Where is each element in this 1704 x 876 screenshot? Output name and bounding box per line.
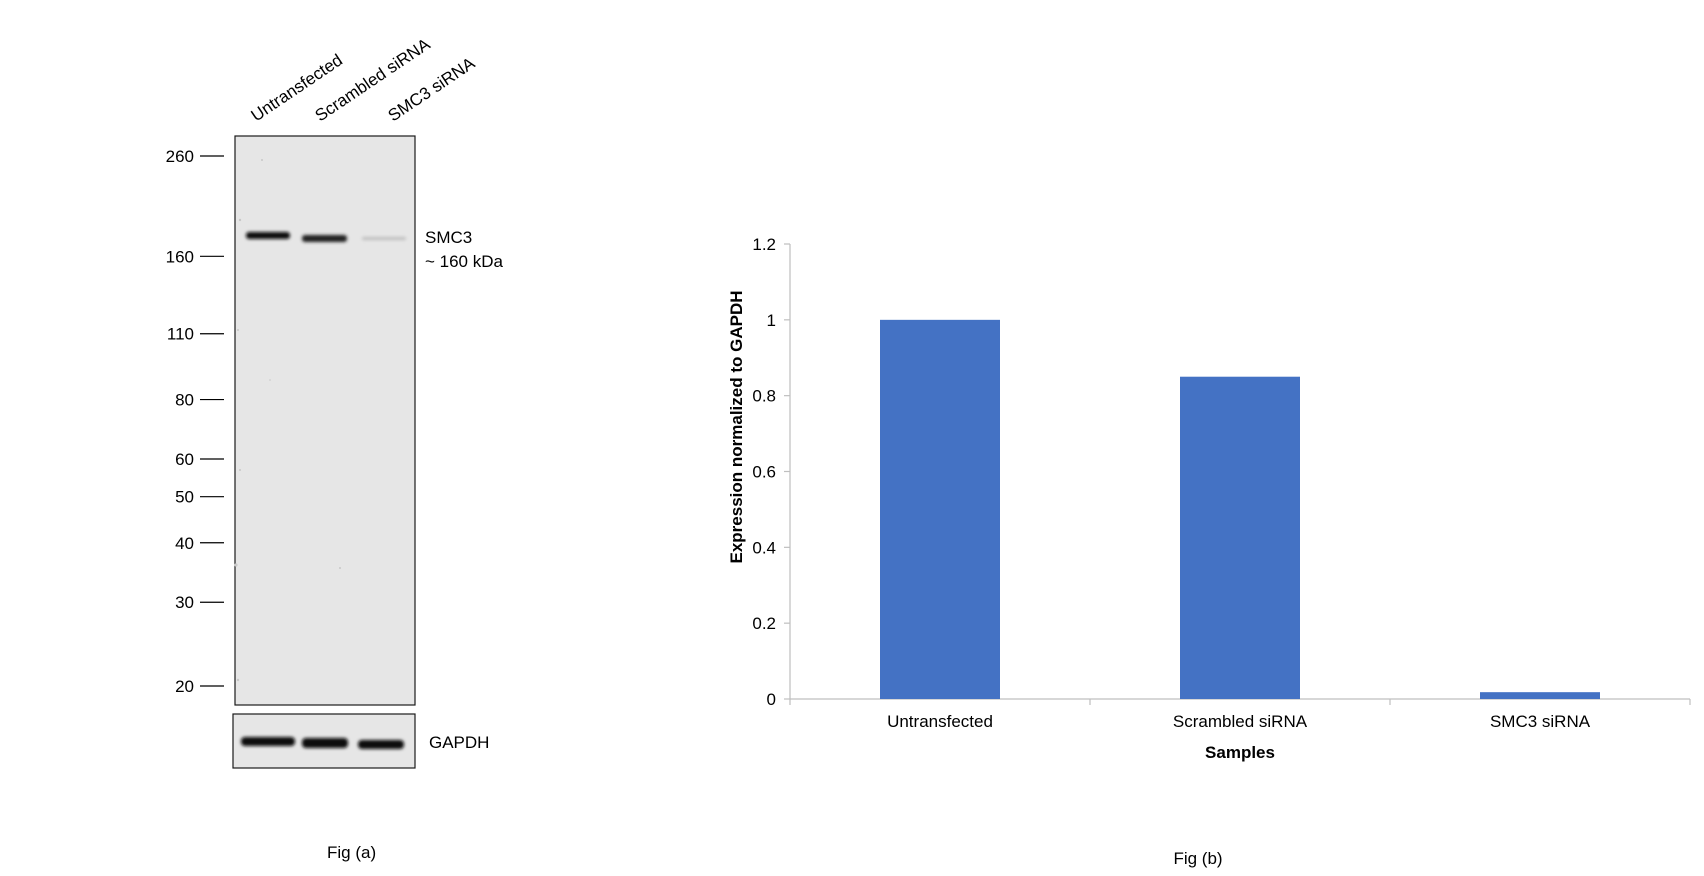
figure-a-caption: Fig (a) — [327, 843, 376, 862]
smc3-band-untransfected — [246, 232, 290, 239]
bar-series — [880, 319, 1600, 699]
mw-marker-ladder: 260 160 110 80 60 50 40 30 20 — [166, 147, 224, 696]
mw-marker-label: 50 — [175, 488, 194, 507]
x-category-label: Untransfected — [887, 712, 993, 731]
gapdh-band-untransfected — [241, 737, 295, 746]
y-tick-label: 0 — [767, 690, 776, 709]
mw-marker-label: 110 — [167, 325, 194, 344]
mw-marker-label: 160 — [166, 247, 194, 266]
mw-marker-label: 30 — [175, 593, 194, 612]
mw-marker-label: 40 — [175, 534, 194, 553]
figure-b-caption: Fig (b) — [1173, 849, 1222, 868]
y-tick-label: 0.2 — [752, 614, 776, 633]
gapdh-band-scrambled-sirna — [302, 738, 348, 748]
gapdh-label: GAPDH — [429, 733, 489, 752]
smc3-band-scrambled-sirna — [302, 235, 347, 242]
y-tick-label: 1 — [767, 311, 776, 330]
x-category-label: Scrambled siRNA — [1173, 712, 1308, 731]
blot-background-speckles — [234, 159, 341, 682]
mw-marker-label: 20 — [175, 677, 194, 696]
mw-marker-label: 80 — [175, 391, 194, 410]
gapdh-bands — [241, 737, 404, 749]
lane-label-scrambled-sirna: Scrambled siRNA — [312, 34, 434, 125]
x-category-label: SMC3 siRNA — [1490, 712, 1591, 731]
y-tick-label: 0.6 — [752, 463, 776, 482]
smc3-band-label: SMC3 — [425, 228, 472, 247]
bar-smc3-sirna — [1480, 692, 1600, 699]
mw-marker-label: 60 — [175, 450, 194, 469]
y-tick-label: 0.4 — [752, 538, 776, 557]
bar-scrambled-sirna — [1180, 376, 1300, 699]
y-tick-label: 1.2 — [752, 235, 776, 254]
bar-chart-figure: Expression normalized to GAPDH 0 0.2 0.4 0.… — [727, 235, 1691, 868]
x-axis-title: Samples — [1205, 743, 1275, 762]
smc3-bands — [246, 232, 406, 242]
gapdh-band-smc3-sirna — [358, 740, 404, 749]
y-axis-title: Expression normalized to GAPDH — [727, 291, 746, 564]
mw-marker-label: 260 — [166, 147, 194, 166]
x-axis-category-labels: Untransfected Scrambled siRNA SMC3 siRNA — [887, 712, 1591, 731]
smc3-kda-label: ~ 160 kDa — [425, 252, 504, 271]
bar-untransfected — [880, 319, 1000, 699]
western-blot-figure: Untransfected Scrambled siRNA SMC3 siRNA… — [166, 34, 504, 862]
smc3-blot-panel — [234, 135, 416, 706]
y-axis-ticks: 0 0.2 0.4 0.6 0.8 1 1.2 — [752, 235, 790, 709]
smc3-band-smc3-sirna — [362, 237, 406, 240]
y-tick-label: 0.8 — [752, 387, 776, 406]
x-axis-ticks — [789, 699, 1691, 705]
